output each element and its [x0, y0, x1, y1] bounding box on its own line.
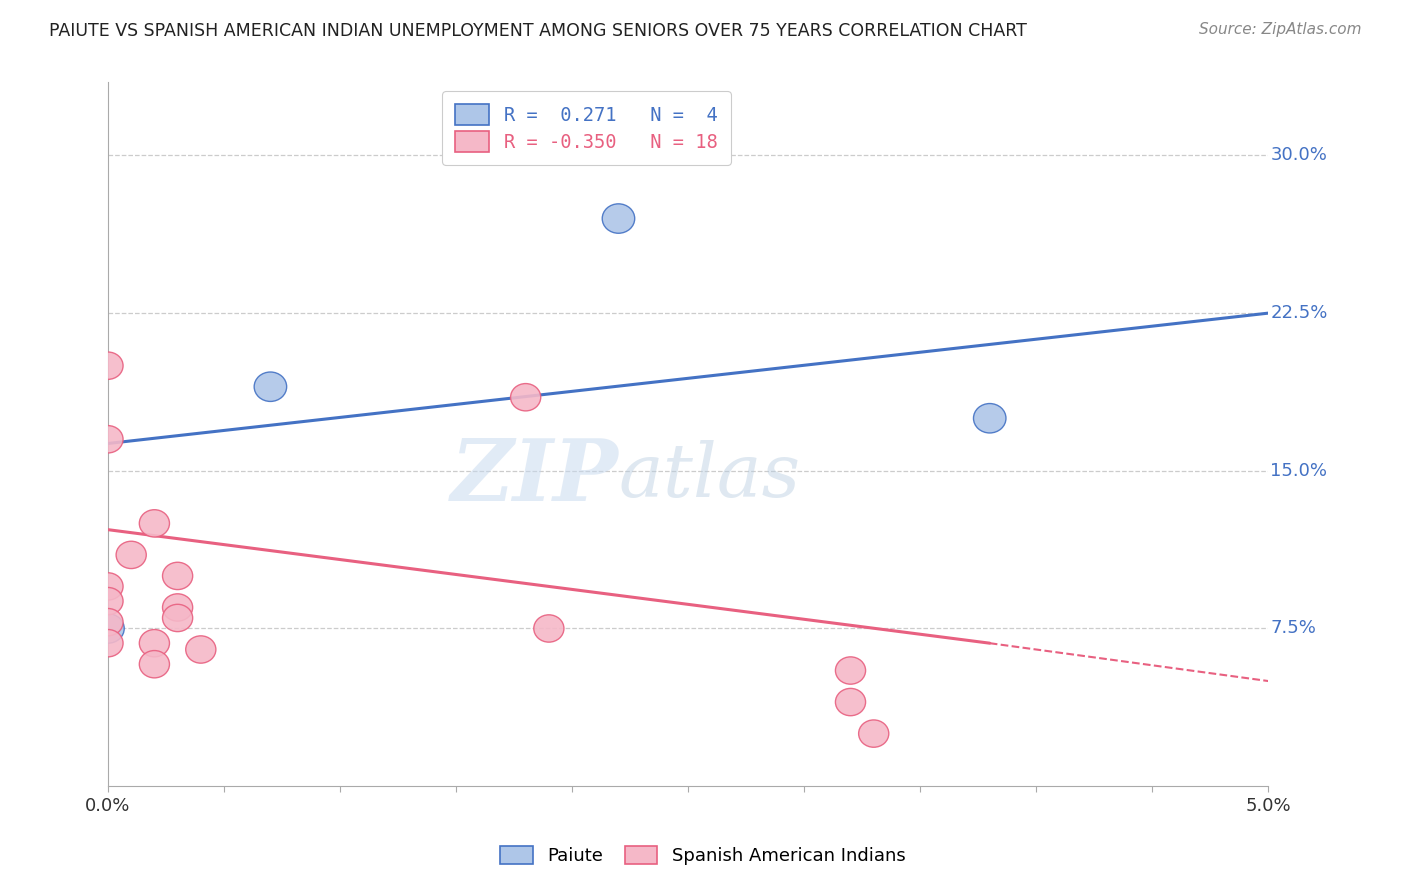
Ellipse shape — [93, 352, 124, 379]
Ellipse shape — [117, 541, 146, 568]
Ellipse shape — [254, 372, 287, 401]
Ellipse shape — [93, 630, 124, 657]
Ellipse shape — [163, 604, 193, 632]
Ellipse shape — [91, 614, 124, 643]
Legend: R =  0.271   N =  4, R = -0.350   N = 18: R = 0.271 N = 4, R = -0.350 N = 18 — [443, 91, 731, 165]
Ellipse shape — [93, 588, 124, 615]
Ellipse shape — [93, 425, 124, 453]
Ellipse shape — [602, 204, 634, 234]
Text: 15.0%: 15.0% — [1271, 462, 1327, 480]
Ellipse shape — [835, 657, 866, 684]
Ellipse shape — [510, 384, 541, 411]
Ellipse shape — [534, 615, 564, 642]
Ellipse shape — [835, 689, 866, 715]
Ellipse shape — [139, 650, 170, 678]
Text: Source: ZipAtlas.com: Source: ZipAtlas.com — [1198, 22, 1361, 37]
Ellipse shape — [973, 403, 1005, 433]
Ellipse shape — [163, 594, 193, 621]
Text: PAIUTE VS SPANISH AMERICAN INDIAN UNEMPLOYMENT AMONG SENIORS OVER 75 YEARS CORRE: PAIUTE VS SPANISH AMERICAN INDIAN UNEMPL… — [49, 22, 1028, 40]
Ellipse shape — [93, 608, 124, 636]
Text: 22.5%: 22.5% — [1271, 304, 1327, 322]
Ellipse shape — [139, 630, 170, 657]
Ellipse shape — [163, 562, 193, 590]
Ellipse shape — [139, 509, 170, 537]
Ellipse shape — [93, 573, 124, 600]
Ellipse shape — [859, 720, 889, 747]
Text: atlas: atlas — [619, 440, 800, 513]
Text: 30.0%: 30.0% — [1271, 146, 1327, 164]
Ellipse shape — [186, 636, 217, 663]
Text: ZIP: ZIP — [450, 434, 619, 518]
Text: 7.5%: 7.5% — [1271, 619, 1316, 638]
Legend: Paiute, Spanish American Indians: Paiute, Spanish American Indians — [489, 835, 917, 876]
